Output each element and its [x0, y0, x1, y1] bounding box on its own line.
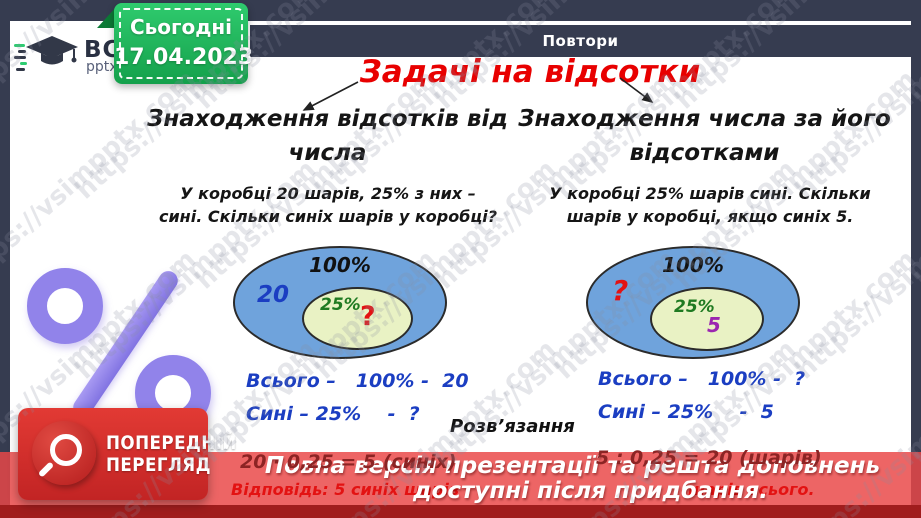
- solution-label: Розв’язання: [450, 416, 575, 437]
- right-inner-ellipse: 25% 5: [650, 287, 764, 351]
- left-inner-label: 25%: [320, 295, 361, 315]
- right-inner-label: 25%: [674, 297, 715, 317]
- title-arrows: [290, 74, 670, 122]
- left-total-line: Всього – 100% - 20: [246, 370, 469, 392]
- left-problem-text: У коробці 20 шарів, 25% з них – сині. Ск…: [158, 184, 498, 226]
- preview-badge-button[interactable]: ПОПЕРЕДНІЙ ПЕРЕГЛЯД: [18, 408, 236, 500]
- left-border-band: [0, 21, 10, 518]
- right-formula: 5 : 0,25 = 20 (шарів): [596, 447, 822, 469]
- magnifier-circle: [32, 421, 96, 485]
- brand-subname: pptx: [86, 58, 118, 75]
- preview-badge-line2: ПЕРЕГЛЯД: [106, 454, 211, 476]
- slide-title: Задачі на відсотки: [359, 54, 701, 90]
- purchase-overlay-line2: доступні після придбання.: [413, 478, 768, 504]
- right-total-line: Всього – 100% - ?: [598, 368, 806, 390]
- right-column-heading: Знаходження числа за його відсотками: [518, 106, 891, 166]
- right-inner-value: 5: [707, 313, 721, 337]
- left-inner-ellipse: 25% ?: [302, 287, 413, 350]
- magnifier-icon: [50, 434, 82, 466]
- percent-symbol-icon: [27, 268, 103, 344]
- graduation-cap-icon: [14, 30, 80, 82]
- right-answer: шарів всього.: [688, 480, 815, 499]
- header-bar: Повтори: [250, 25, 911, 57]
- right-border-band: [911, 21, 921, 518]
- left-inner-value: ?: [360, 301, 376, 332]
- left-blue-line: Сині – 25% - ?: [246, 403, 420, 425]
- right-euler-diagram: 100% ? 25% 5: [586, 246, 800, 359]
- date-badge-date: 17.04.2023: [114, 45, 254, 70]
- left-answer: Відповідь: 5 синіх шарів: [231, 480, 459, 499]
- left-outer-label: 100%: [309, 253, 371, 277]
- left-outer-value: 20: [257, 282, 290, 308]
- date-badge: Сьогодні 17.04.2023: [114, 3, 254, 84]
- magnifier-handle: [37, 461, 55, 478]
- header-label: Повтори: [542, 32, 619, 50]
- preview-badge-line1: ПОПЕРЕДНІЙ: [106, 432, 237, 454]
- date-badge-label: Сьогодні: [129, 15, 233, 39]
- right-problem-text: У коробці 25% шарів сині. Скільки шарів …: [549, 184, 871, 226]
- arrow-right-icon: [619, 77, 654, 103]
- right-blue-line: Сині – 25% - 5: [598, 401, 774, 423]
- left-euler-diagram: 100% 20 25% ?: [233, 246, 447, 359]
- right-outer-value: ?: [612, 274, 629, 307]
- arrow-left-icon: [302, 81, 359, 111]
- bottom-border-band: [0, 505, 921, 518]
- left-column-heading: Знаходження відсотків від числа: [147, 106, 508, 166]
- right-outer-label: 100%: [662, 253, 724, 277]
- purchase-overlay-line1: Повна версія презентації та решта доповн…: [264, 453, 881, 479]
- left-formula: 20 · 0,25 = 5 (синіх): [240, 451, 457, 473]
